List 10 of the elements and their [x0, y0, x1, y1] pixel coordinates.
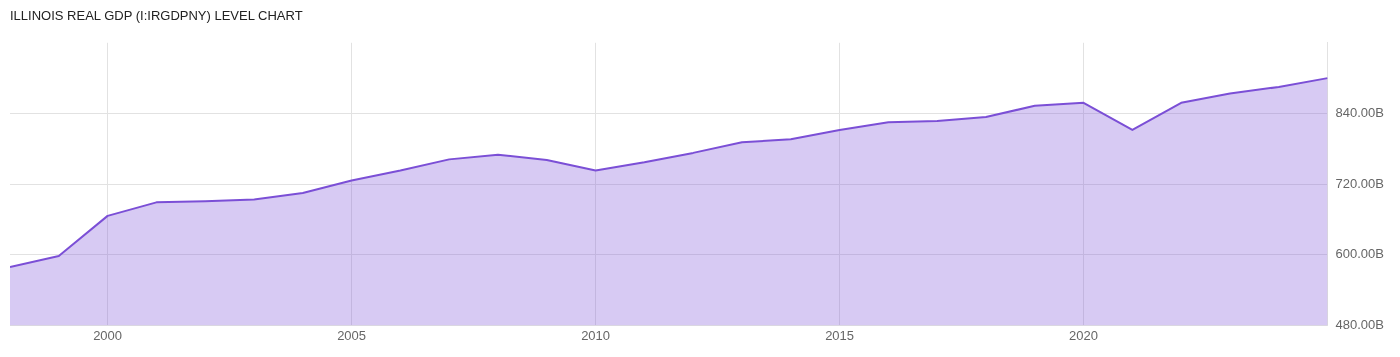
x-tick-label: 2015	[825, 327, 855, 343]
y-tick-label: 840.00B	[1335, 105, 1384, 121]
x-tick-label: 2000	[93, 327, 123, 343]
y-tick-label: 480.00B	[1335, 316, 1384, 332]
y-tick-label: 600.00B	[1335, 246, 1384, 262]
x-tick-label: 2005	[337, 327, 367, 343]
y-tick-label: 720.00B	[1335, 175, 1384, 191]
x-tick-label: 2010	[581, 327, 611, 343]
x-tick-label: 2020	[1069, 327, 1099, 343]
chart-title: ILLINOIS REAL GDP (I:IRGDPNY) LEVEL CHART	[10, 8, 304, 23]
